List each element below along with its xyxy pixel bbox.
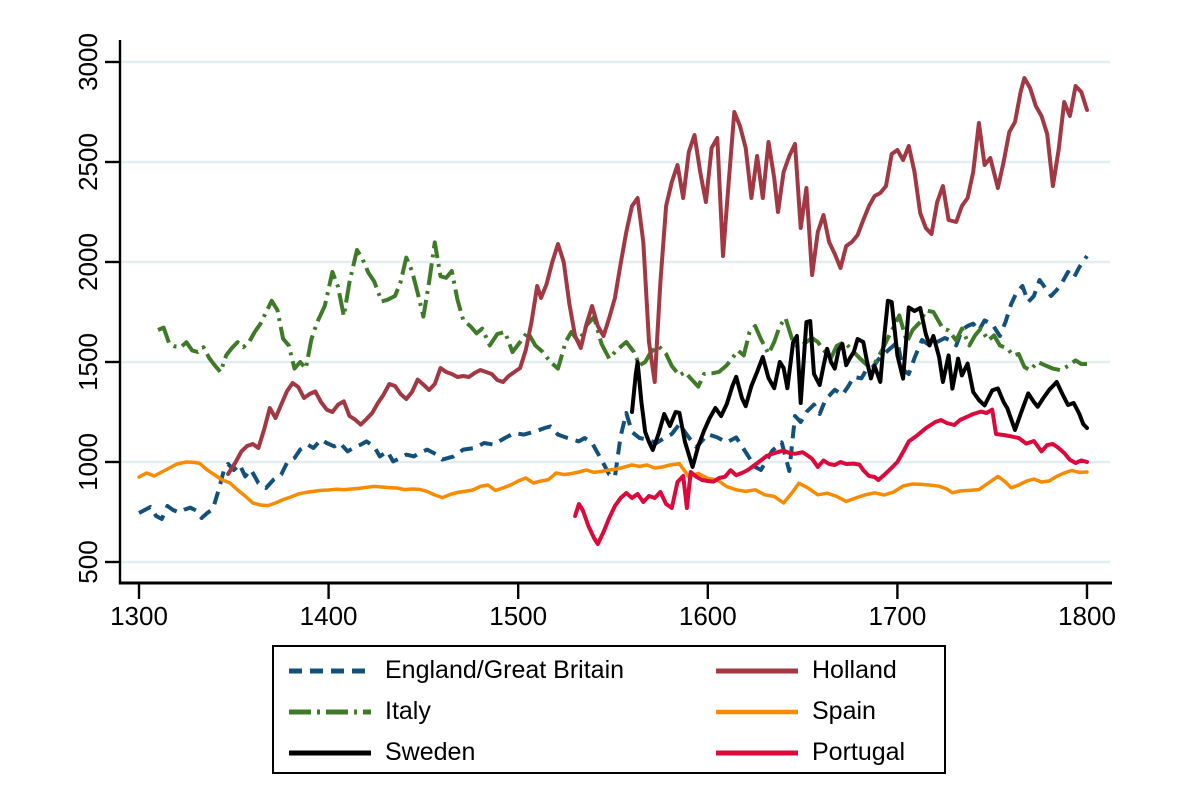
series-line-holland bbox=[226, 76, 1089, 476]
legend-item-italy: Italy bbox=[288, 691, 624, 732]
y-axis-tick-label: 1500 bbox=[73, 333, 103, 391]
legend-column-0: England/Great Britain Italy Sweden bbox=[288, 650, 624, 773]
legend-item-sweden: Sweden bbox=[288, 732, 624, 773]
y-axis-tick-label: 2500 bbox=[73, 133, 103, 191]
legend-label-spain: Spain bbox=[812, 697, 876, 725]
legend-label-holland: Holland bbox=[812, 656, 897, 684]
legend-label-england-great-britain: England/Great Britain bbox=[385, 656, 625, 684]
legend-item-england-great-britain: England/Great Britain bbox=[288, 650, 624, 691]
y-axis-tick-label: 500 bbox=[73, 540, 103, 583]
y-axis-tick-label: 3000 bbox=[73, 33, 103, 91]
legend-label-italy: Italy bbox=[385, 697, 431, 725]
x-axis-tick-label: 1500 bbox=[489, 601, 547, 631]
y-axis-tick-label: 2000 bbox=[73, 233, 103, 291]
x-axis-tick-label: 1600 bbox=[679, 601, 737, 631]
legend-line-sample-spain bbox=[716, 709, 798, 714]
x-axis-tick-label: 1700 bbox=[868, 601, 926, 631]
legend-item-holland: Holland bbox=[715, 650, 905, 691]
legend-line-sample-sweden bbox=[289, 750, 371, 755]
legend-column-1: Holland Spain Portugal bbox=[715, 650, 905, 773]
x-axis-tick-label: 1300 bbox=[110, 601, 168, 631]
y-axis-tick-label: 1000 bbox=[73, 433, 103, 491]
series-line-italy bbox=[157, 240, 1087, 389]
legend: England/Great Britain Italy Sweden Holland S… bbox=[272, 645, 946, 774]
series-line-spain bbox=[137, 460, 1089, 508]
x-axis-tick-label: 1800 bbox=[1058, 601, 1116, 631]
legend-item-portugal: Portugal bbox=[715, 732, 905, 773]
legend-item-spain: Spain bbox=[715, 691, 905, 732]
legend-line-sample-italy bbox=[289, 709, 371, 714]
legend-label-portugal: Portugal bbox=[812, 738, 906, 766]
legend-line-sample-portugal bbox=[716, 750, 798, 755]
series-line-portugal bbox=[573, 407, 1089, 546]
series-line-england-great-britain bbox=[138, 254, 1089, 521]
legend-line-sample-holland bbox=[716, 668, 798, 673]
series-line-sweden bbox=[630, 298, 1089, 469]
legend-line-sample-england-great-britain bbox=[289, 668, 371, 673]
legend-label-sweden: Sweden bbox=[385, 738, 476, 766]
x-axis-tick-label: 1400 bbox=[300, 601, 358, 631]
